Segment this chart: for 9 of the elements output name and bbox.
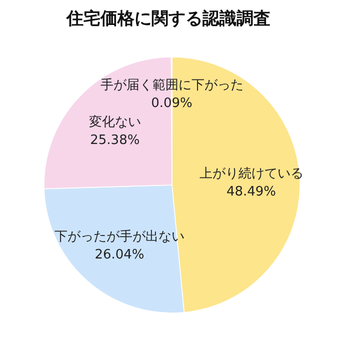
slice-label: 上がり続けている xyxy=(199,166,304,182)
slice-label: 手が届く範囲に下がった xyxy=(100,78,244,93)
data-label: 48.49% xyxy=(226,184,276,200)
data-label: 0.09% xyxy=(151,96,192,111)
data-label: 25.38% xyxy=(90,132,140,148)
slice-label: 変化ない xyxy=(88,114,141,130)
slice-label: 下がったが手が出ない xyxy=(54,229,184,244)
chart-title: 住宅価格に関する認識調査 xyxy=(66,9,270,29)
data-label: 26.04% xyxy=(94,247,144,262)
